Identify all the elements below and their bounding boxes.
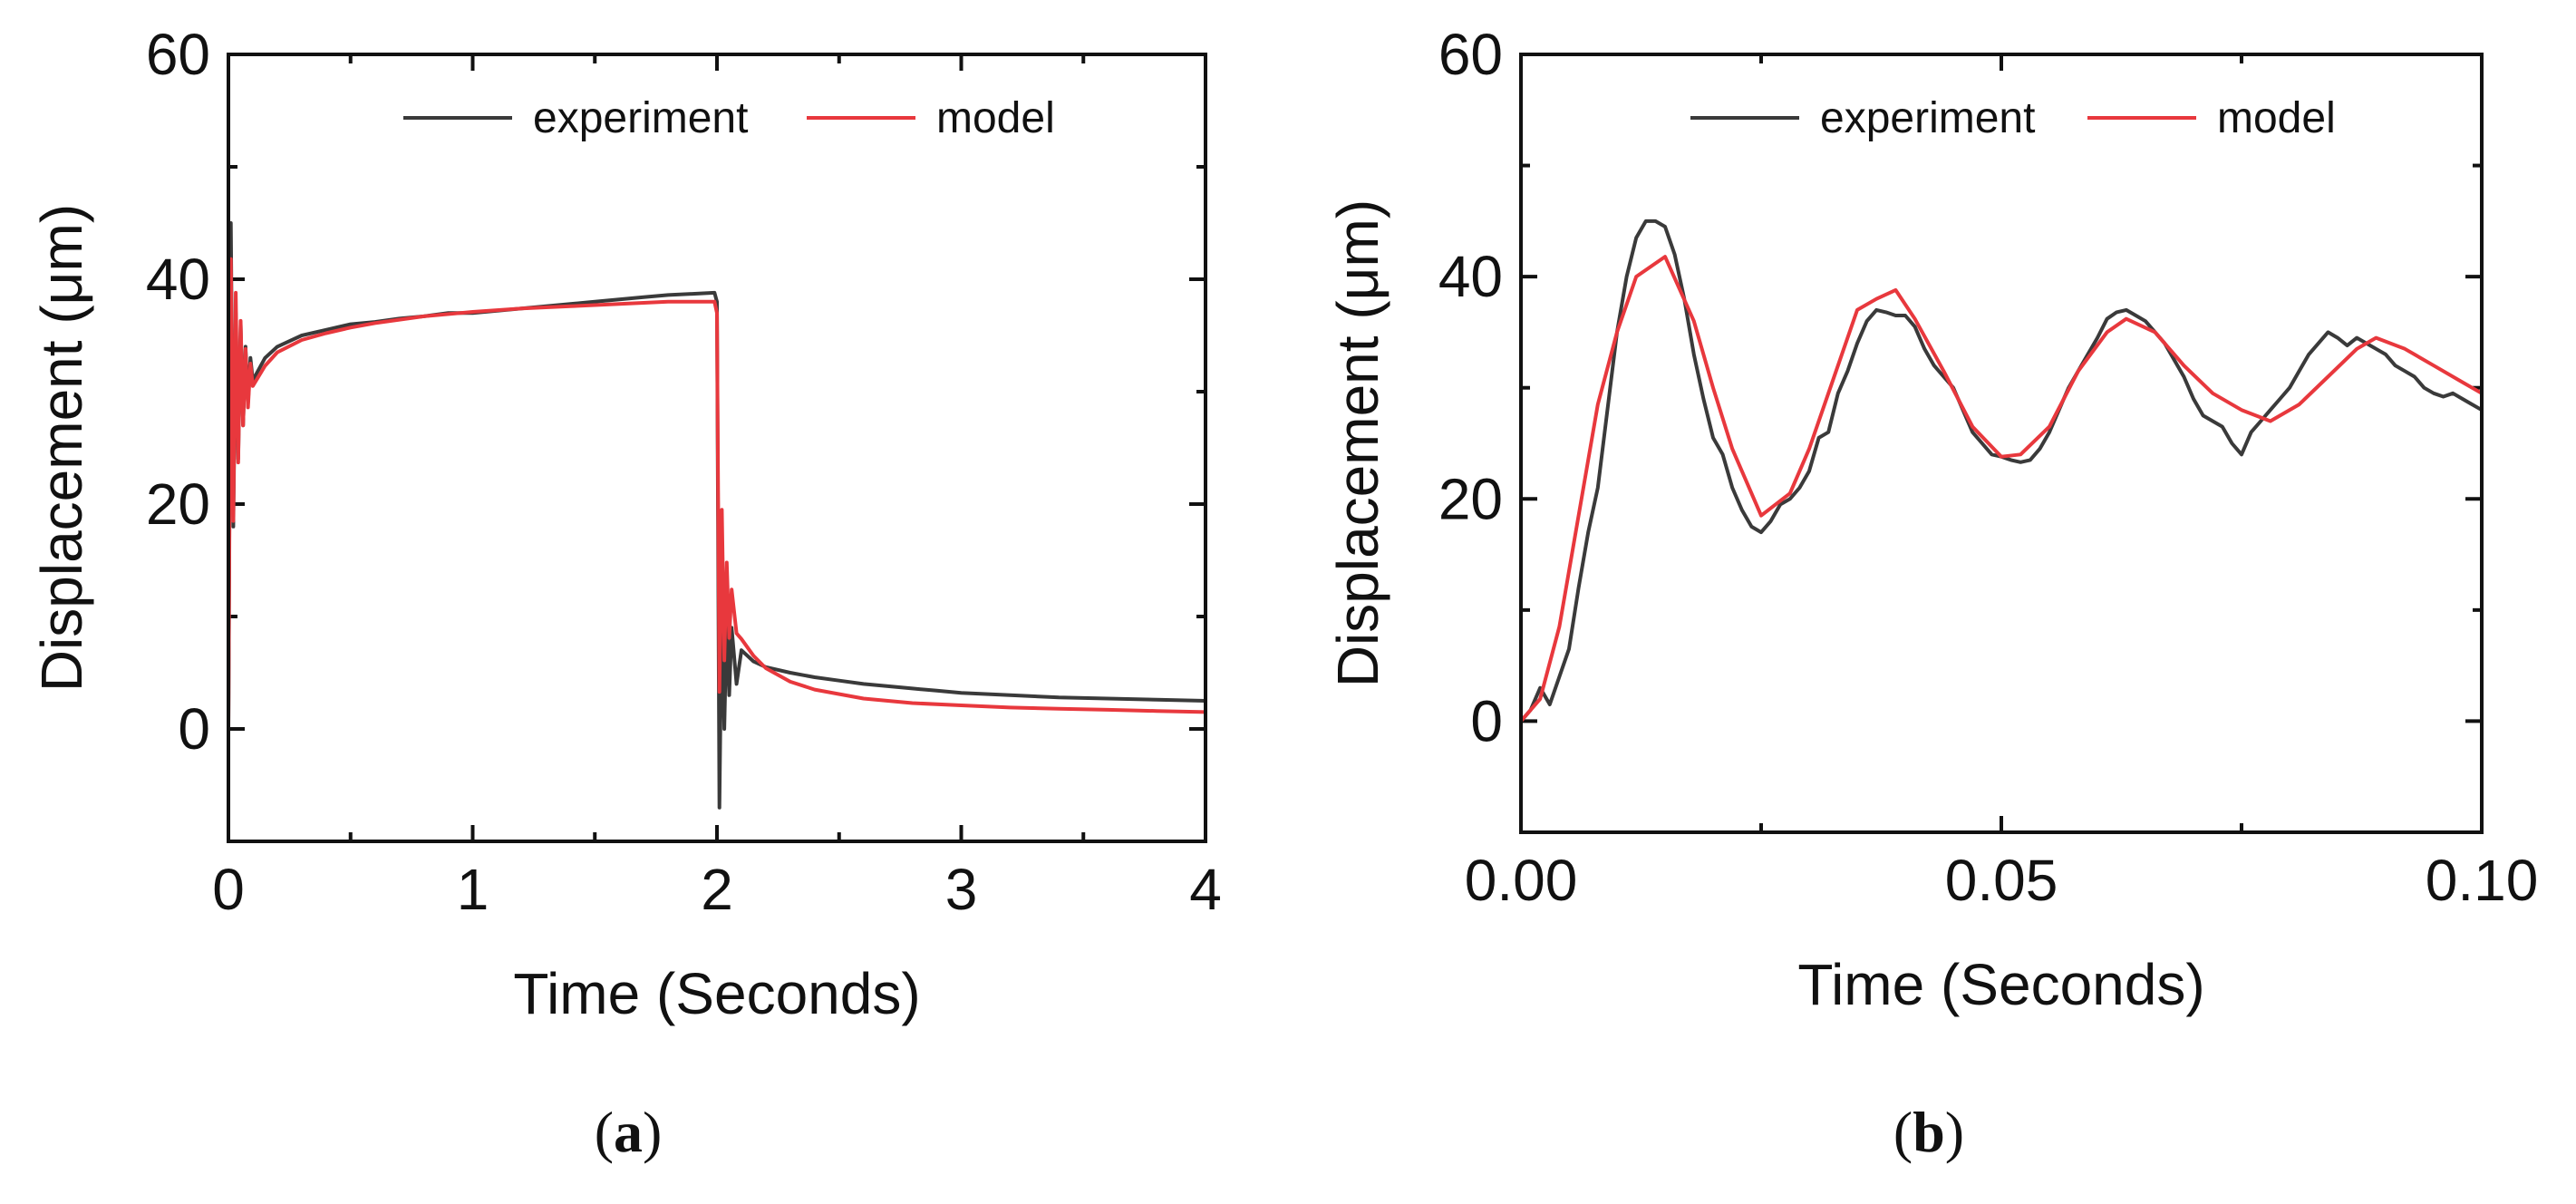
x-tick-label: 0.00 (1465, 848, 1578, 913)
legend-label-experiment: experiment (533, 94, 748, 142)
x-tick-label: 0 (212, 857, 245, 922)
x-tick-label: 0.10 (2426, 848, 2539, 913)
y-tick-label: 0 (1470, 688, 1503, 753)
chart-a-series-group (227, 221, 1206, 810)
chart-a-x-axis-label: Time (Seconds) (513, 961, 920, 1026)
chart-a-panel-label: (a) (595, 1100, 663, 1164)
legend-label-model: model (936, 94, 1055, 142)
chart-b-series-group (1519, 218, 2483, 723)
series-line-model (227, 257, 1206, 730)
chart-panel-b: 0.00 0.05 0.10 0 20 40 60 experiment model Tim… (1325, 22, 2538, 1164)
y-tick-label: 40 (1438, 244, 1503, 309)
x-tick-label: 2 (701, 857, 733, 922)
y-tick-label: 20 (1438, 466, 1503, 531)
y-tick-label: 0 (178, 696, 210, 762)
chart-b-y-axis-label: Displacement (μm) (1325, 199, 1390, 687)
chart-b-plot-frame (1519, 53, 2484, 834)
chart-a-panel-letter: a (614, 1100, 643, 1164)
series-line-experiment (1519, 218, 2483, 723)
y-tick-label: 20 (146, 471, 210, 537)
chart-a-plot-frame (227, 53, 1207, 843)
chart-b-panel-letter: b (1913, 1100, 1945, 1164)
chart-b-x-axis-label: Time (Seconds) (1797, 952, 2204, 1017)
chart-b-legend: experiment model (1690, 94, 2336, 142)
y-tick-label: 60 (146, 22, 210, 87)
chart-b-ticks: 0.00 0.05 0.10 0 20 40 60 (1438, 22, 2538, 913)
series-line-model (1519, 255, 2483, 723)
x-tick-label: 0.05 (1945, 848, 2058, 913)
x-tick-label: 1 (457, 857, 489, 922)
y-tick-label: 40 (146, 247, 210, 312)
chart-b-panel-label: (b) (1893, 1100, 1964, 1164)
legend-label-experiment: experiment (1820, 94, 2035, 142)
x-tick-label: 4 (1189, 857, 1222, 922)
x-tick-label: 3 (945, 857, 978, 922)
legend-label-model: model (2217, 94, 2336, 142)
series-line-experiment (227, 221, 1206, 810)
chart-a-legend: experiment model (403, 94, 1055, 142)
y-tick-label: 60 (1438, 22, 1503, 87)
chart-a-y-axis-label: Displacement (μm) (29, 204, 94, 692)
